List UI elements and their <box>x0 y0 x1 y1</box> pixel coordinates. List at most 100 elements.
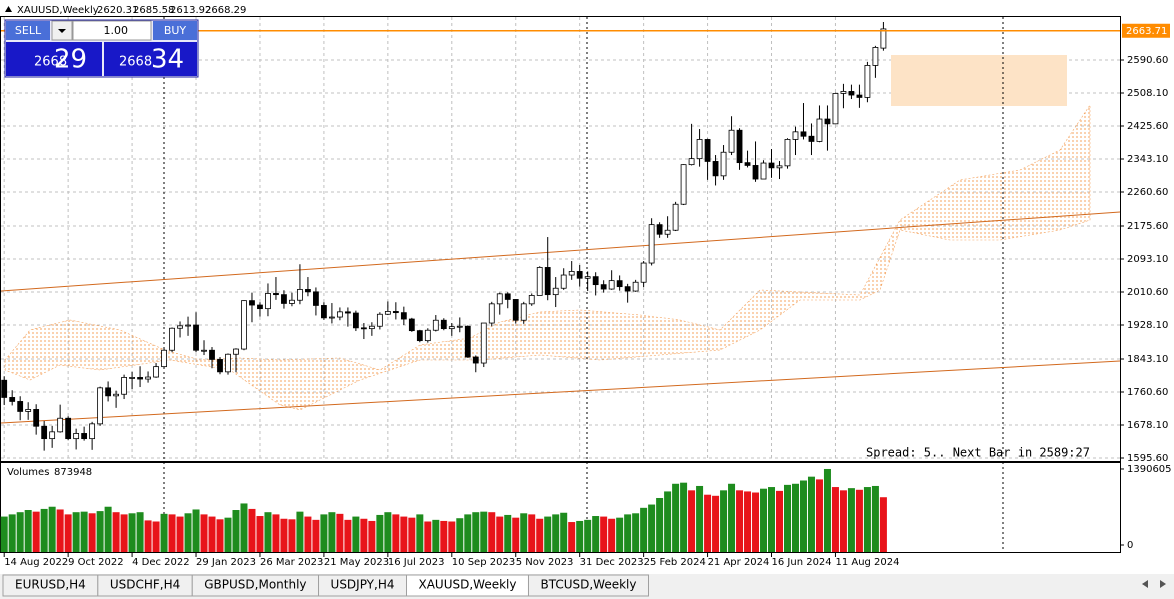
volume-bar <box>728 483 736 552</box>
tab-scroll-left[interactable] <box>1142 580 1148 588</box>
dropdown-arrow <box>58 29 66 33</box>
buy-button[interactable] <box>153 21 197 40</box>
x-tick-label: 21 Apr 2024 <box>708 557 770 568</box>
volume-bar <box>144 520 152 552</box>
volume-bar <box>744 491 752 552</box>
volume-bar <box>232 510 240 552</box>
volume-bar <box>576 520 584 552</box>
candle-body <box>856 94 863 98</box>
y-tick-label: 2343.10 <box>1127 154 1168 165</box>
candle-body <box>608 280 615 290</box>
tab-scroll-right[interactable] <box>1160 580 1166 588</box>
candle-body <box>177 325 183 329</box>
tab[interactable]: EURUSD,H4 <box>2 574 99 597</box>
candle-body <box>640 262 647 283</box>
tab-label: GBPUSD,Monthly <box>204 578 306 592</box>
candle-body <box>185 324 191 327</box>
volume-bar <box>24 510 32 552</box>
volume-bar <box>536 518 544 552</box>
candle-body <box>816 118 823 142</box>
candle-body <box>736 129 743 164</box>
volume-bar <box>584 519 592 552</box>
volume-bar <box>208 516 216 552</box>
tab[interactable]: GBPUSD,Monthly <box>191 574 320 597</box>
candle-body <box>576 271 583 279</box>
volume-bar <box>200 514 208 552</box>
bid-box[interactable] <box>6 42 102 76</box>
lot-input[interactable] <box>72 20 152 41</box>
candle-body <box>792 131 799 140</box>
ask-small: 34 <box>151 45 184 75</box>
volume-bar <box>760 488 768 552</box>
candle-body <box>528 295 535 305</box>
volume-bar <box>0 516 8 552</box>
candle-body <box>848 91 855 96</box>
tab[interactable]: USDCHF,H4 <box>97 574 193 597</box>
volume-bar <box>16 512 24 552</box>
volume-bar <box>768 487 776 552</box>
volume-bar <box>184 513 192 552</box>
candle-body <box>1 379 8 398</box>
volume-bar <box>120 514 128 552</box>
volume-bar <box>656 497 664 552</box>
x-tick-label: 25 Feb 2024 <box>644 557 706 568</box>
volume-bar <box>791 483 799 552</box>
ask-box[interactable] <box>104 42 197 76</box>
tab-label: XAUUSD,Weekly <box>419 578 517 592</box>
volume-bar <box>304 516 312 552</box>
y-tick-label: 1678.10 <box>1127 420 1168 431</box>
current-price-label: 2663.71 <box>1126 26 1167 37</box>
candle-body <box>329 316 335 319</box>
candle-body <box>424 329 431 342</box>
volume-bar <box>360 518 368 552</box>
candle-body <box>872 47 879 66</box>
candle-body <box>752 165 759 180</box>
candle-body <box>712 161 719 177</box>
volume-bar <box>288 519 296 552</box>
volume-bar <box>799 480 807 552</box>
symbol-title: XAUUSD,Weekly <box>17 5 99 16</box>
candle-body <box>368 325 375 330</box>
tab[interactable]: BTCUSD,Weekly <box>527 574 649 597</box>
candle-body <box>344 311 351 314</box>
volume-bar <box>496 516 504 552</box>
candle-body <box>121 377 127 395</box>
volume-bar <box>879 497 887 552</box>
candle-body <box>808 135 815 142</box>
volume-bar <box>616 517 624 552</box>
x-tick-label: 16 Jun 2024 <box>772 557 832 568</box>
tab[interactable]: USDJPY,H4 <box>318 574 407 597</box>
candle-body <box>560 274 567 289</box>
candle-body <box>153 366 159 378</box>
volume-bar <box>320 514 328 552</box>
candle-body <box>33 409 40 427</box>
candle-body <box>352 312 359 329</box>
candle-body <box>520 303 527 321</box>
volume-bar <box>416 514 424 552</box>
trendline[interactable] <box>0 211 1121 292</box>
volume-bar <box>112 512 120 552</box>
candle-body <box>113 393 119 397</box>
candle-body <box>744 162 751 166</box>
bid-big: 2668 <box>34 55 67 70</box>
zone-rectangle[interactable] <box>891 55 1067 106</box>
volume-bar <box>216 519 224 552</box>
volume-bar <box>592 516 600 552</box>
volume-bar <box>696 485 704 552</box>
y-tick-label: 2260.60 <box>1127 187 1168 198</box>
candle-body <box>49 431 56 440</box>
candle-body <box>624 286 631 292</box>
tab[interactable]: XAUUSD,Weekly <box>406 574 529 597</box>
volume-bar <box>248 508 256 552</box>
volume-bar <box>80 511 88 552</box>
x-tick-label: 21 May 2023 <box>324 557 389 568</box>
volume-bar <box>488 512 496 552</box>
candle-body <box>129 377 135 379</box>
candle-body <box>512 299 519 321</box>
trendline[interactable] <box>0 360 1121 424</box>
candle-body <box>448 326 455 330</box>
sell-button[interactable] <box>6 21 50 40</box>
candle-body <box>169 327 175 351</box>
volume-title: Volumes <box>7 467 49 478</box>
